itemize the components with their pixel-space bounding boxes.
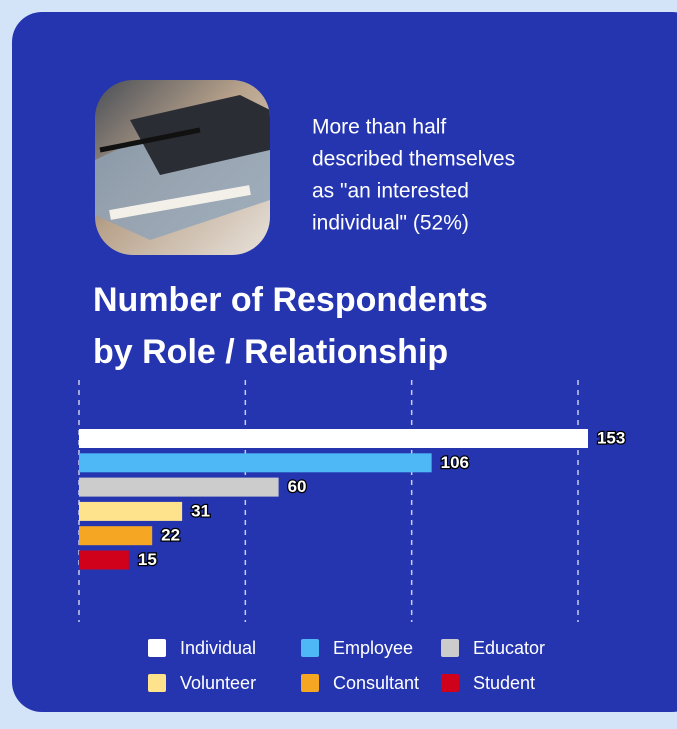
legend-swatch [301,639,319,657]
value-label: 153 [597,428,625,447]
chart-title: by Role / Relationship [93,333,448,371]
bar [79,477,279,497]
value-label: 60 [288,477,307,496]
legend-label: Individual [180,638,256,658]
legend-label: Volunteer [180,673,256,693]
legend-label: Student [473,673,535,693]
bar [79,526,153,546]
bar [79,453,432,473]
value-label: 106 [441,453,469,472]
legend-label: Employee [333,638,413,658]
photo [95,80,270,255]
legend-label: Educator [473,638,545,658]
legend-label: Consultant [333,673,419,693]
annotation: More than half [312,116,446,139]
bar [79,501,183,521]
annotation: described themselves [312,148,515,171]
bar [79,429,588,448]
annotation: individual" (52%) [312,212,469,235]
legend-swatch [301,674,319,692]
value-label: 22 [161,526,180,545]
legend-swatch [148,674,166,692]
legend-swatch [441,639,459,657]
bar [79,550,129,570]
annotation: as "an interested [312,180,469,203]
chart-title: Number of Respondents [93,281,488,319]
value-label: 15 [138,550,157,569]
value-label: 31 [191,501,210,520]
legend-swatch [148,639,166,657]
legend-swatch [441,674,459,692]
